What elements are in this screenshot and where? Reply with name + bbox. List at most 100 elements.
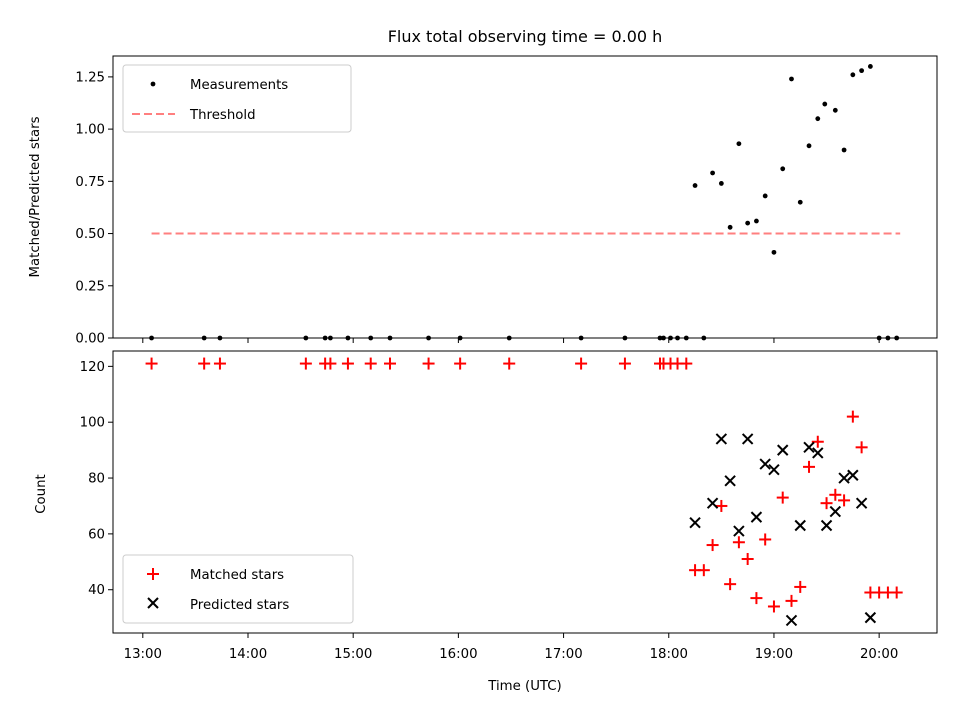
matched-star-point <box>618 357 631 370</box>
plot-counts-marks <box>145 357 903 627</box>
matched-star-point <box>198 357 211 370</box>
predicted-star-point <box>750 511 763 523</box>
measurement-point <box>426 335 431 341</box>
matched-star-point <box>838 494 851 507</box>
predicted-star-point <box>724 475 736 487</box>
legend-predicted-label: Predicted stars <box>190 598 289 613</box>
plot-counts-x-tick-label: 18:00 <box>650 647 688 662</box>
predicted-star-point <box>803 441 815 454</box>
measurement-point <box>457 335 463 341</box>
measurement-point <box>661 335 666 341</box>
measurement-point <box>762 193 768 199</box>
matched-star-point <box>364 357 377 370</box>
measurement-point <box>387 335 393 341</box>
plot-ratio-legend-frame <box>122 64 352 133</box>
matched-star-point <box>145 357 158 370</box>
matched-star-point <box>794 580 807 593</box>
measurement-point <box>850 72 856 78</box>
measurement-point <box>780 166 786 172</box>
predicted-star-point <box>715 433 728 445</box>
measurement-point <box>727 224 733 230</box>
predicted-star-point <box>733 525 745 537</box>
matched-star-point <box>724 578 737 591</box>
measurement-point <box>692 183 698 188</box>
matched-star-point <box>890 586 903 599</box>
predicted-star-point <box>741 433 754 445</box>
measurement-point <box>745 220 751 226</box>
measurement-point <box>701 335 707 341</box>
plot-counts-x-label: Time (UTC) <box>487 679 562 694</box>
predicted-star-point <box>689 517 701 529</box>
predicted-star-point <box>768 463 780 476</box>
matched-star-point <box>750 592 763 605</box>
plot-counts-x-tick-label: 17:00 <box>544 647 582 662</box>
matched-star-point <box>213 357 226 370</box>
plot-counts-x-tick-label: 13:00 <box>124 647 162 662</box>
matched-star-point <box>697 564 710 577</box>
measurement-point <box>841 147 847 153</box>
measurement-point <box>368 335 374 341</box>
measurement-point <box>303 335 309 341</box>
measurement-point <box>710 170 715 176</box>
measurement-point <box>657 335 663 341</box>
plot-ratio-y-tick-label: 0.00 <box>75 332 105 347</box>
plot-counts-y-tick-label: 120 <box>80 360 105 375</box>
matched-star-point <box>680 357 693 370</box>
predicted-star-point <box>820 519 833 532</box>
plot-counts-y-tick-label: 80 <box>88 472 105 487</box>
measurement-point <box>675 335 680 341</box>
plot-counts-legend-frame <box>122 554 354 624</box>
matched-star-point <box>803 460 816 473</box>
plot-counts-x-tick-label: 14:00 <box>229 647 267 662</box>
matched-star-point <box>811 435 824 448</box>
plot-counts-y-tick-label: 40 <box>88 583 105 598</box>
measurement-point <box>506 335 512 341</box>
matched-star-point <box>820 497 833 510</box>
matched-star-point <box>341 357 354 370</box>
matched-star-point <box>575 357 588 370</box>
plot-ratio-y-tick-label: 1.00 <box>75 123 105 138</box>
matched-star-point <box>324 357 337 370</box>
measurement-point <box>806 143 812 149</box>
plot-counts-x-axis: 13:00 14:00 15:00 16:00 17:00 18:00 19:00 20:00 <box>124 633 898 662</box>
matched-star-point <box>706 539 719 552</box>
plot-ratio: 0.00 0.25 0.50 0.75 1.00 1.25 Matched/Predict… <box>28 55 938 347</box>
matched-star-point <box>785 594 798 607</box>
legend-measurements-swatch <box>150 81 156 87</box>
measurement-point <box>867 64 873 69</box>
predicted-star-point <box>706 497 719 509</box>
plot-counts: 40 60 80 100 120 13:00 14:00 15:00 16:00 17:00 18… <box>34 350 938 694</box>
predicted-star-point <box>759 458 771 470</box>
predicted-star-point <box>785 614 798 627</box>
measurement-point <box>201 335 207 341</box>
measurement-point <box>683 335 689 341</box>
plot-counts-x-tick-label: 15:00 <box>334 647 372 662</box>
matched-star-point <box>503 357 516 370</box>
measurement-point <box>789 76 794 82</box>
matched-star-point <box>855 441 868 454</box>
measurement-point <box>832 107 838 113</box>
matched-star-point <box>776 491 789 504</box>
legend-matched-swatch <box>147 568 159 580</box>
plot-ratio-y-label: Matched/Predicted stars <box>28 116 43 277</box>
measurement-point <box>149 335 154 341</box>
measurement-point <box>771 249 777 255</box>
plot-counts-y-label: Count <box>34 474 49 514</box>
measurement-point <box>736 141 742 147</box>
matched-star-point <box>422 357 435 370</box>
matched-star-point <box>741 553 754 566</box>
legend-predicted-swatch <box>147 597 159 609</box>
matched-star-point <box>767 600 780 613</box>
plot-counts-x-tick-label: 16:00 <box>439 647 477 662</box>
measurement-point <box>217 335 223 341</box>
measurement-point <box>578 335 584 341</box>
matched-star-point <box>759 533 772 546</box>
predicted-star-point <box>794 519 806 532</box>
matched-star-point <box>732 536 745 549</box>
matched-star-point <box>846 410 859 423</box>
matched-star-point <box>715 499 728 512</box>
predicted-star-point <box>829 505 842 518</box>
predicted-star-point <box>855 497 868 509</box>
plot-ratio-y-tick-label: 0.50 <box>75 227 105 242</box>
matched-star-point <box>829 488 842 501</box>
